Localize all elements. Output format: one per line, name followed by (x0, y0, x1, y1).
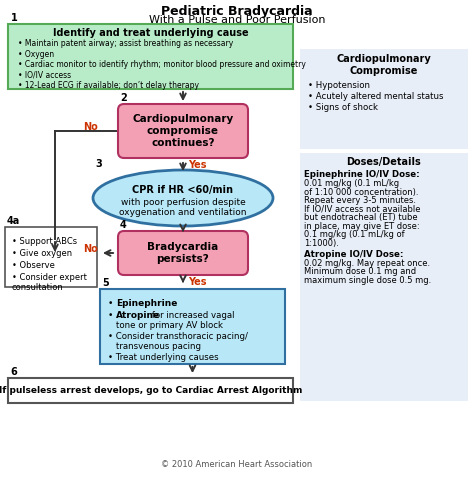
Text: No: No (83, 244, 98, 254)
Text: • Acutely altered mental status: • Acutely altered mental status (308, 92, 444, 101)
Text: • Oxygen: • Oxygen (18, 49, 54, 58)
Text: Yes: Yes (188, 160, 207, 170)
Text: • Give oxygen: • Give oxygen (12, 249, 72, 258)
Text: 0.1 mg/kg (0.1 mL/kg of: 0.1 mg/kg (0.1 mL/kg of (304, 230, 405, 239)
Text: with poor perfusion despite: with poor perfusion despite (120, 197, 246, 206)
Text: Identify and treat underlying cause: Identify and treat underlying cause (53, 28, 248, 38)
Text: • Maintain patent airway; assist breathing as necessary: • Maintain patent airway; assist breathi… (18, 39, 233, 48)
Bar (5, 227, 97, 287)
Text: • IO/IV access: • IO/IV access (18, 70, 71, 80)
Text: Atropine IO/IV Dose:: Atropine IO/IV Dose: (304, 250, 403, 259)
Text: • Consider expert
consultation: • Consider expert consultation (12, 273, 87, 292)
Text: Atropine: Atropine (116, 311, 160, 320)
Text: Pediatric Bradycardia: Pediatric Bradycardia (161, 5, 313, 18)
Text: 0.02 mg/kg. May repeat once.: 0.02 mg/kg. May repeat once. (304, 259, 430, 268)
Text: oxygenation and ventilation: oxygenation and ventilation (119, 207, 247, 217)
Text: 5: 5 (102, 278, 109, 288)
Text: • Support ABCs: • Support ABCs (12, 237, 77, 246)
Text: of 1:10 000 concentration).: of 1:10 000 concentration). (304, 187, 419, 196)
Text: Minimum dose 0.1 mg and: Minimum dose 0.1 mg and (304, 267, 416, 276)
Text: Bradycardia
persists?: Bradycardia persists? (147, 242, 219, 264)
Bar (300, 153, 468, 401)
Text: • 12-Lead ECG if available; don’t delay therapy: • 12-Lead ECG if available; don’t delay … (18, 81, 199, 90)
Text: 6: 6 (10, 367, 17, 377)
Text: © 2010 American Heart Association: © 2010 American Heart Association (161, 460, 313, 469)
Text: Epinephrine IO/IV Dose:: Epinephrine IO/IV Dose: (304, 170, 419, 179)
Text: If pulseless arrest develops, go to Cardiac Arrest Algorithm: If pulseless arrest develops, go to Card… (0, 386, 302, 395)
Text: • Hypotension: • Hypotension (308, 81, 370, 90)
Text: Cardiopulmonary
Compromise: Cardiopulmonary Compromise (337, 54, 431, 76)
Text: • Treat underlying causes: • Treat underlying causes (108, 353, 219, 362)
FancyBboxPatch shape (118, 231, 248, 275)
Bar (100, 289, 285, 364)
Text: 1:1000).: 1:1000). (304, 239, 339, 248)
Text: 4a: 4a (7, 216, 20, 226)
Text: No: No (83, 122, 98, 132)
Text: Repeat every 3-5 minutes.: Repeat every 3-5 minutes. (304, 196, 416, 205)
Text: but endotracheal (ET) tube: but endotracheal (ET) tube (304, 213, 418, 222)
Text: If IO/IV access not available: If IO/IV access not available (304, 205, 420, 214)
Text: • Observe: • Observe (12, 261, 55, 270)
Text: •: • (108, 311, 116, 320)
Text: • Cardiac monitor to identify rhythm; monitor blood pressure and oximetry: • Cardiac monitor to identify rhythm; mo… (18, 60, 306, 69)
Bar (300, 49, 468, 149)
Text: 0.01 mg/kg (0.1 mL/kg: 0.01 mg/kg (0.1 mL/kg (304, 179, 399, 188)
Text: maximum single dose 0.5 mg.: maximum single dose 0.5 mg. (304, 276, 431, 285)
Text: 1: 1 (11, 13, 18, 23)
Text: 3: 3 (95, 159, 102, 169)
Text: 2: 2 (120, 93, 127, 103)
Text: •: • (108, 299, 116, 308)
Text: • Consider transthoracic pacing/: • Consider transthoracic pacing/ (108, 332, 248, 341)
Text: Yes: Yes (188, 277, 207, 287)
Text: • Signs of shock: • Signs of shock (308, 103, 378, 112)
Text: 4: 4 (120, 220, 127, 230)
Text: in place, may give ET dose:: in place, may give ET dose: (304, 221, 419, 230)
Text: Doses/Details: Doses/Details (346, 157, 421, 167)
Text: Cardiopulmonary
compromise
continues?: Cardiopulmonary compromise continues? (132, 114, 234, 148)
Bar (8, 24, 293, 89)
Text: transvenous pacing: transvenous pacing (116, 342, 201, 351)
Ellipse shape (93, 170, 273, 226)
Text: Epinephrine: Epinephrine (116, 299, 177, 308)
Text: for increased vagal: for increased vagal (149, 311, 235, 320)
Bar (8, 378, 293, 403)
Text: With a Pulse and Poor Perfusion: With a Pulse and Poor Perfusion (149, 15, 325, 25)
Text: tone or primary AV block: tone or primary AV block (116, 321, 223, 330)
Text: CPR if HR <60/min: CPR if HR <60/min (133, 185, 234, 195)
FancyBboxPatch shape (118, 104, 248, 158)
